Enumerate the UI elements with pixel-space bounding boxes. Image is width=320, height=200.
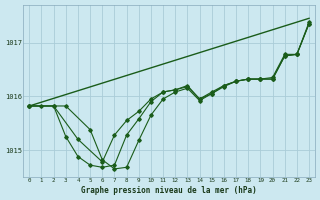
X-axis label: Graphe pression niveau de la mer (hPa): Graphe pression niveau de la mer (hPa) [81, 186, 257, 195]
